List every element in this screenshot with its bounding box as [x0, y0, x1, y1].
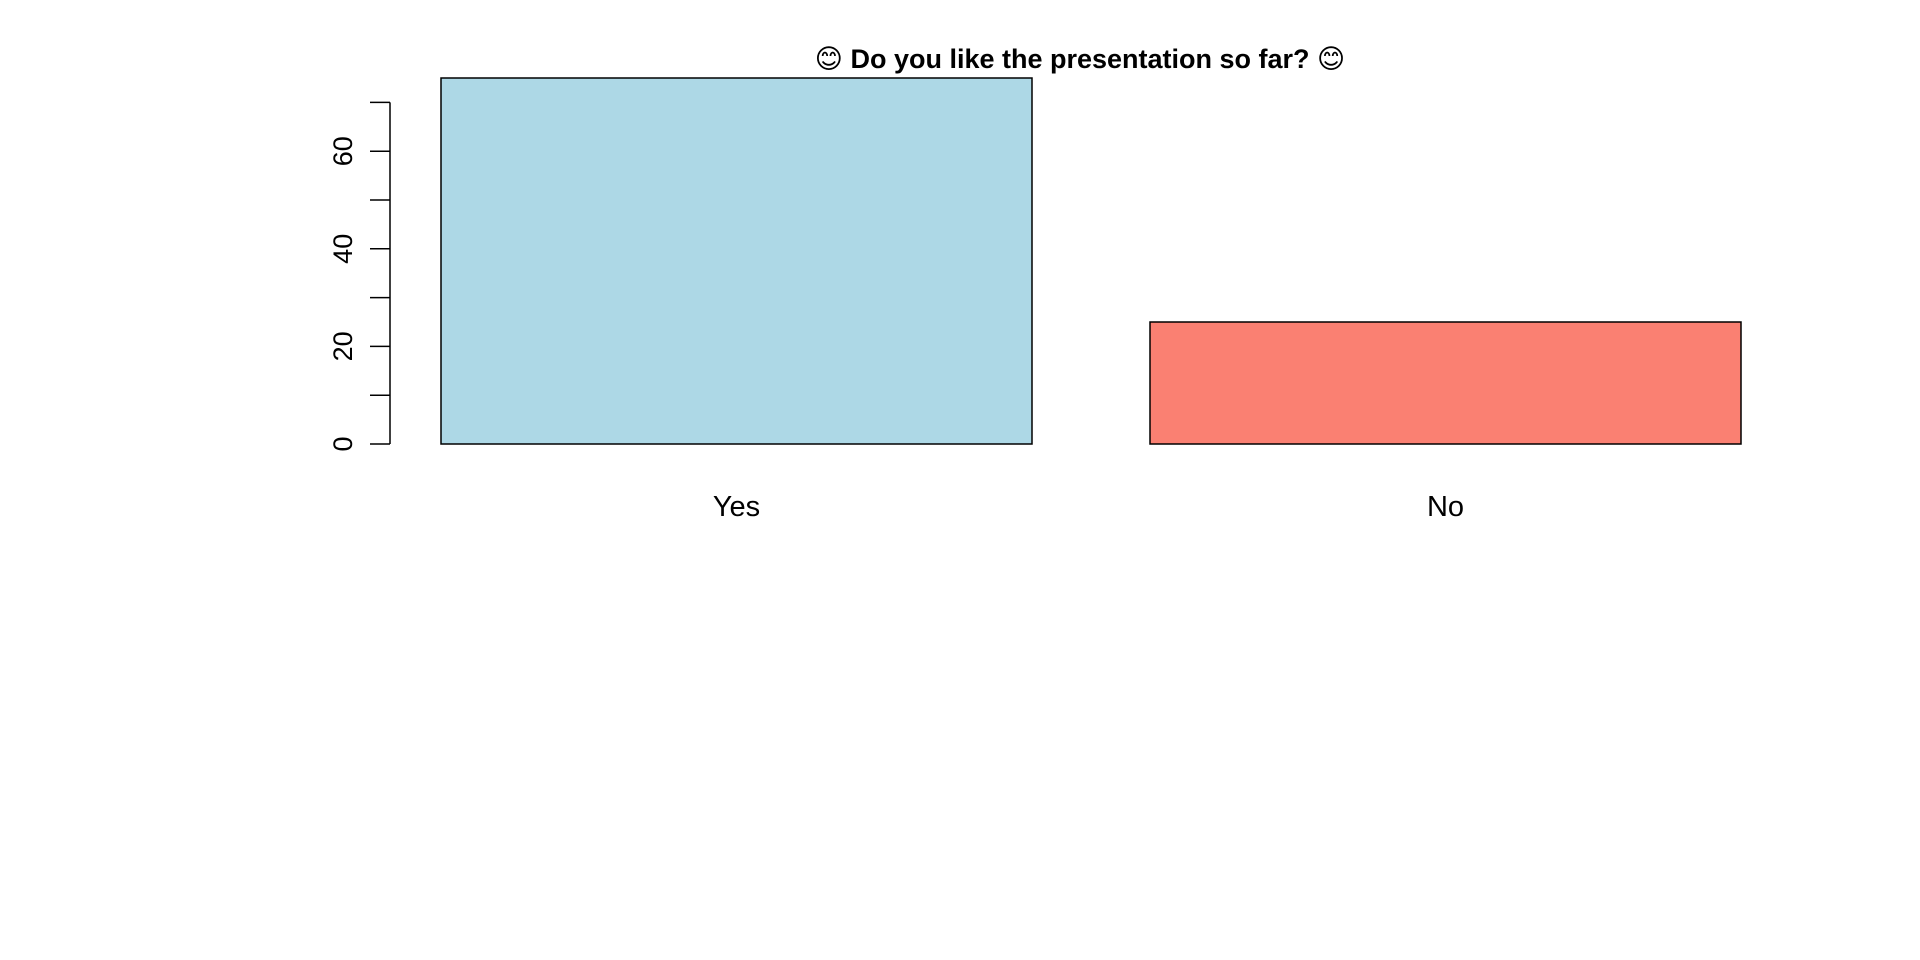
category-label-yes: Yes	[713, 491, 760, 523]
chart-title: 😊 Do you like the presentation so far? 😊	[815, 44, 1345, 74]
y-tick-label: 20	[328, 331, 358, 361]
y-tick-label: 0	[328, 436, 358, 451]
y-axis: 0 20 40 60	[328, 101, 391, 452]
x-axis-labels: Yes No	[713, 491, 1464, 523]
category-label-no: No	[1427, 491, 1464, 523]
bar-no	[1149, 321, 1742, 445]
y-tick-label: 60	[328, 136, 358, 166]
bars	[440, 77, 1742, 445]
y-tick-label: 40	[328, 234, 358, 264]
bar-yes	[440, 77, 1033, 445]
